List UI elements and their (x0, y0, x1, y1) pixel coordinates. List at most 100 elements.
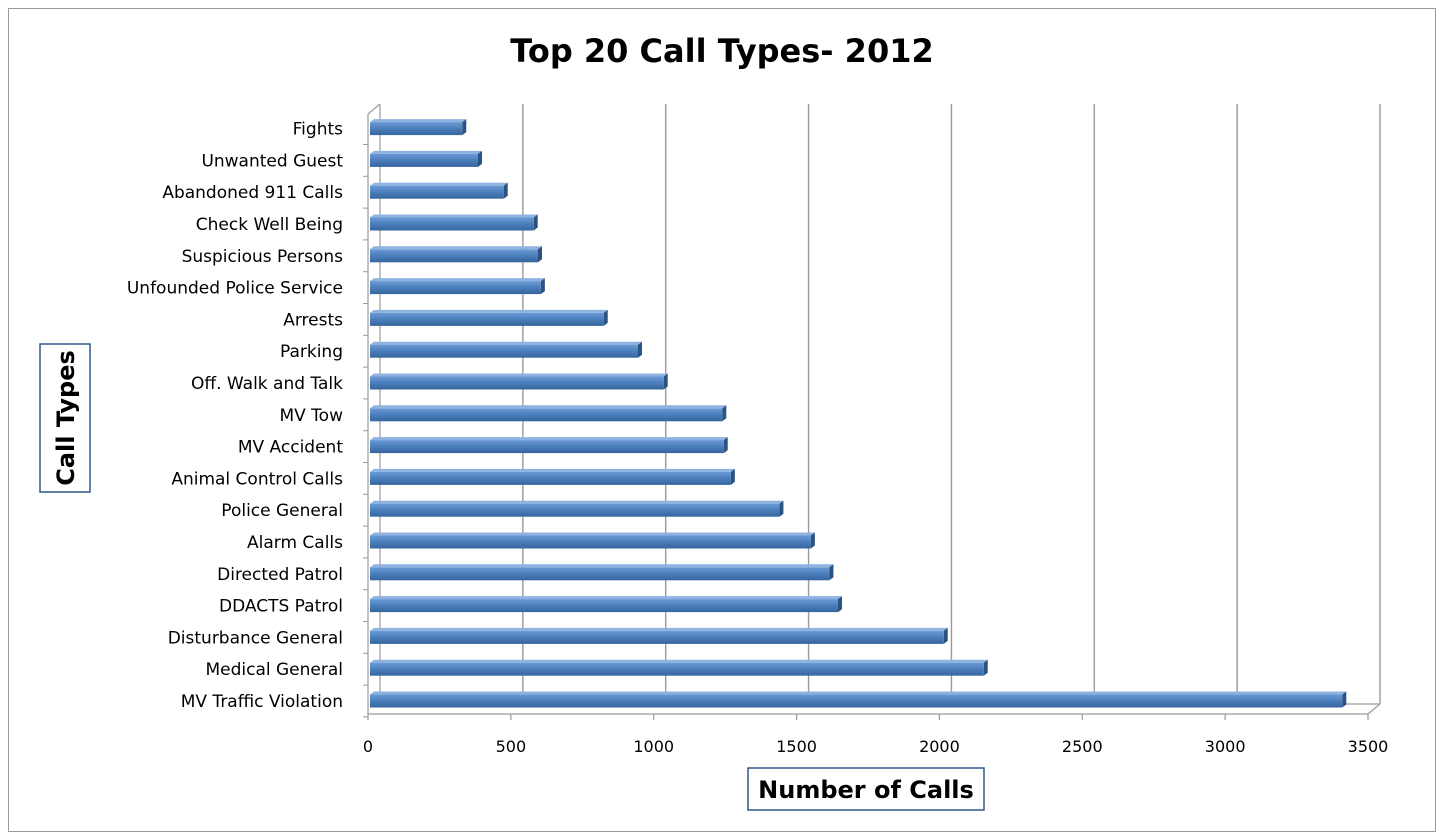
bar-top-face (370, 309, 608, 313)
y-axis-title-box (39, 343, 91, 493)
bar-side-face (723, 437, 728, 454)
bar (370, 500, 784, 517)
bar-side-face (829, 564, 834, 581)
category-label: Abandoned 911 Calls (162, 183, 343, 203)
bar (370, 596, 842, 613)
bar-side-face (810, 532, 815, 549)
x-tick-label: 500 (496, 737, 527, 756)
bar (370, 309, 608, 326)
x-tick-label: 1500 (776, 737, 817, 756)
bar-front-face (370, 185, 504, 199)
category-label: Check Well Being (196, 215, 343, 235)
bar-top-face (370, 437, 728, 441)
category-label: Animal Control Calls (171, 469, 343, 489)
category-label: Medical General (205, 660, 343, 680)
bar-top-face (370, 564, 834, 568)
bar-side-face (779, 500, 784, 517)
category-label: Alarm Calls (247, 533, 343, 553)
bar (370, 150, 482, 167)
bar-front-face (370, 471, 731, 485)
bar (370, 405, 727, 422)
bar-side-face (638, 341, 642, 358)
bar (370, 564, 834, 581)
x-tick-label: 1000 (633, 737, 674, 756)
bar-top-face (370, 278, 545, 282)
bar-side-face (603, 309, 608, 326)
bar (370, 341, 642, 358)
category-label: MV Traffic Violation (181, 692, 343, 712)
floor-right-line (1367, 703, 1381, 715)
category-label: Police General (221, 501, 343, 521)
bar (370, 437, 728, 454)
bar-front-face (370, 281, 541, 295)
x-tick-label: 2000 (919, 737, 960, 756)
bar-front-face (370, 440, 724, 454)
x-tick-labels: 0 500 1000 1500 2000 2500 3000 3500 (363, 737, 1388, 756)
bar-side-face (983, 659, 988, 676)
bar-top-face (370, 182, 508, 186)
category-label: Unwanted Guest (201, 151, 343, 171)
bar (370, 627, 948, 644)
bar-front-face (370, 503, 780, 517)
bar-front-face (370, 630, 944, 644)
category-label: Fights (293, 120, 343, 140)
bar (370, 691, 1347, 708)
bar (370, 659, 988, 676)
bar-side-face (943, 627, 948, 644)
category-label: Directed Patrol (217, 565, 343, 585)
bar-top-face (370, 214, 538, 218)
bar-front-face (370, 408, 723, 422)
category-label: Off. Walk and Talk (191, 374, 343, 394)
bar (370, 278, 545, 295)
bar-side-face (663, 373, 668, 390)
bar-side-face (540, 278, 545, 295)
bar-front-face (370, 122, 463, 136)
bar-front-face (370, 153, 478, 167)
bar-side-face (503, 182, 508, 199)
x-tick-label: 3000 (1205, 737, 1246, 756)
bar-top-face (370, 373, 668, 377)
bar-top-face (370, 246, 542, 250)
bar-top-face (370, 119, 467, 123)
category-label: Unfounded Police Service (127, 279, 343, 299)
bar-top-face (370, 405, 727, 409)
bar-front-face (370, 535, 811, 549)
bar-front-face (370, 217, 534, 231)
category-label: Arrests (283, 310, 343, 330)
bar-top-face (370, 691, 1347, 695)
bar (370, 214, 538, 231)
chart-title: Top 20 Call Types- 2012 (510, 32, 933, 70)
category-label: Disturbance General (168, 628, 343, 648)
bar-front-face (370, 567, 830, 581)
y-axis-title: Call Types (52, 350, 80, 486)
bar-top-face (370, 500, 784, 504)
bar-front-face (370, 599, 838, 613)
bar (370, 182, 508, 199)
bar-side-face (722, 405, 727, 422)
category-labels: Fights Unwanted Guest Abandoned 911 Calls C… (127, 120, 343, 712)
x-axis-title-box (747, 767, 985, 811)
bar (370, 468, 735, 485)
bar-side-face (838, 596, 842, 613)
bar-top-face (370, 659, 988, 663)
bar-front-face (370, 249, 538, 263)
category-label: Parking (280, 342, 343, 362)
category-label: DDACTS Patrol (219, 597, 343, 617)
x-tick-label: 2500 (1062, 737, 1103, 756)
bar-top-face (370, 468, 735, 472)
bar-front-face (370, 376, 664, 390)
bar-side-face (478, 150, 482, 167)
bar (370, 373, 668, 390)
x-tick-label: 3500 (1348, 737, 1389, 756)
bar-top-face (370, 627, 948, 631)
bar-side-face (538, 246, 542, 263)
bar-top-face (370, 341, 642, 345)
gridlines (522, 104, 1381, 704)
bar (370, 246, 542, 263)
category-label: Suspicious Persons (182, 247, 344, 267)
bar-front-face (370, 662, 984, 676)
bar-top-face (370, 150, 482, 154)
bar (370, 119, 467, 136)
bar-front-face (370, 312, 604, 326)
